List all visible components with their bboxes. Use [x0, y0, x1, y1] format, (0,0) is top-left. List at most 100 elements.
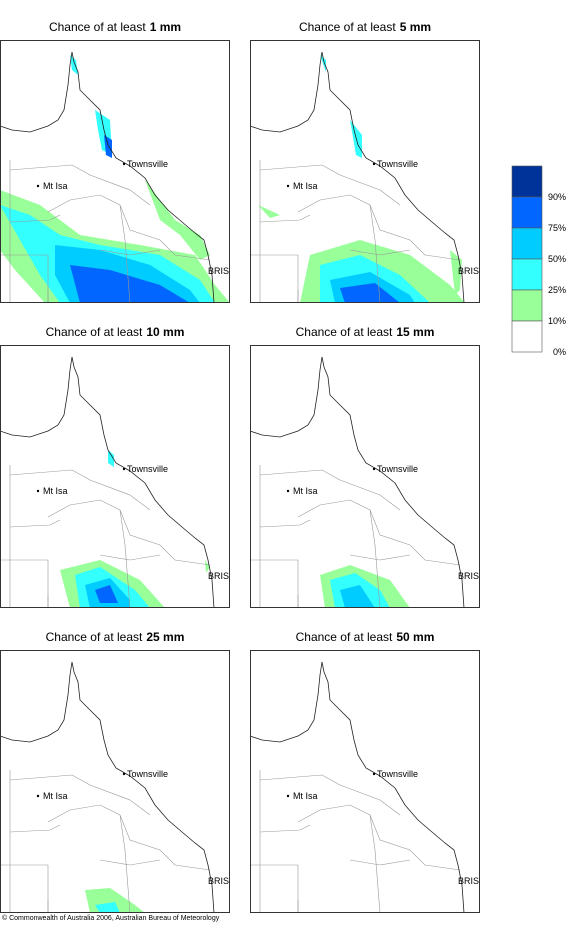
- panel-title: Chance of at least 50 mm: [296, 630, 435, 644]
- state-border: [99, 554, 161, 561]
- legend-label: 25%: [548, 285, 566, 295]
- state-border: [0, 254, 49, 303]
- map-bg: [0, 650, 230, 913]
- state-border: [47, 804, 211, 871]
- title-prefix: Chance of at least: [296, 630, 393, 644]
- map-frame: [0, 40, 230, 303]
- legend-swatch: [511, 258, 543, 291]
- title-prefix: Chance of at least: [46, 325, 143, 339]
- state-border: [349, 554, 411, 561]
- place-dot: [372, 162, 376, 166]
- place-label: Townsville: [377, 464, 418, 474]
- title-prefix: Chance of at least: [296, 325, 393, 339]
- panel-title: Chance of at least 10 mm: [46, 325, 185, 339]
- place-label: Mt Isa: [293, 486, 318, 496]
- state-border: [0, 864, 49, 913]
- state-border: [297, 194, 461, 261]
- title-prefix: Chance of at least: [299, 20, 396, 34]
- state-border: [349, 859, 411, 866]
- place-dot: [122, 772, 126, 776]
- rain-area: [104, 135, 112, 158]
- coastline: [71, 661, 215, 914]
- state-border: [9, 774, 151, 816]
- legend-label: 50%: [548, 254, 566, 264]
- panel-title: Chance of at least 1 mm: [49, 20, 181, 34]
- title-amount: 25 mm: [146, 630, 184, 644]
- rain-area: [320, 55, 326, 72]
- rain-area: [108, 450, 114, 467]
- state-border: [349, 249, 411, 256]
- rain-area: [70, 55, 78, 75]
- place-label: Mt Isa: [43, 791, 68, 801]
- place-label: Townsville: [127, 159, 168, 169]
- coastline: [321, 356, 465, 609]
- map-panel: Townsville Mt Isa BRIS: [0, 40, 230, 304]
- rain-area: [70, 265, 190, 303]
- map-panel: Townsville Mt Isa BRIS: [0, 650, 230, 914]
- legend-label: 0%: [553, 347, 566, 357]
- legend-label: 10%: [548, 316, 566, 326]
- state-border: [47, 194, 211, 261]
- coastline: [249, 661, 323, 743]
- place-label: BRIS: [458, 571, 479, 581]
- rain-area: [340, 283, 400, 303]
- map-bg: [250, 345, 480, 608]
- place-label: Mt Isa: [293, 791, 318, 801]
- state-border: [47, 499, 211, 566]
- coastline: [0, 661, 73, 743]
- map-panel: Townsville Mt Isa BRIS: [249, 650, 480, 914]
- legend-swatch: [511, 227, 543, 260]
- legend-label: 90%: [548, 192, 566, 202]
- coastline: [71, 356, 215, 609]
- title-prefix: Chance of at least: [49, 20, 146, 34]
- place-dot: [122, 162, 126, 166]
- coastline: [71, 51, 215, 304]
- map-panel: Townsville Mt Isa BRIS: [249, 40, 480, 304]
- state-border: [297, 499, 461, 566]
- panel-title: Chance of at least 25 mm: [46, 630, 185, 644]
- title-amount: 1 mm: [150, 20, 181, 34]
- state-border: [250, 559, 299, 608]
- state-border: [99, 249, 161, 256]
- panel-title: Chance of at least 5 mm: [299, 20, 431, 34]
- state-border: [9, 164, 151, 206]
- place-dot: [372, 772, 376, 776]
- place-label: BRIS: [208, 876, 229, 886]
- state-border: [99, 859, 161, 866]
- map-frame: [250, 650, 480, 913]
- map-panel: Townsville Mt Isa BRIS: [0, 345, 230, 609]
- title-prefix: Chance of at least: [46, 630, 143, 644]
- legend-swatch: [511, 289, 543, 322]
- place-label: BRIS: [458, 876, 479, 886]
- state-border: [259, 774, 401, 816]
- coastline: [0, 356, 73, 438]
- state-border: [250, 864, 299, 913]
- map-frame: [0, 650, 230, 913]
- map-frame: [250, 40, 480, 303]
- place-dot: [122, 467, 126, 471]
- legend-swatch: [511, 320, 543, 353]
- rain-area: [95, 585, 118, 603]
- place-label: Mt Isa: [293, 181, 318, 191]
- map-bg: [0, 345, 230, 608]
- map-frame: [250, 345, 480, 608]
- state-border: [9, 519, 61, 528]
- place-label: Townsville: [127, 464, 168, 474]
- legend-label: 75%: [548, 223, 566, 233]
- panel-title: Chance of at least 15 mm: [296, 325, 435, 339]
- place-dot: [36, 794, 40, 798]
- rain-area: [340, 585, 375, 608]
- state-border: [119, 814, 131, 914]
- place-label: Townsville: [127, 769, 168, 779]
- copyright: © Commonwealth of Australia 2006, Austra…: [2, 914, 220, 922]
- place-label: BRIS: [208, 266, 229, 276]
- state-border: [369, 509, 381, 609]
- rain-area: [95, 902, 120, 913]
- rain-area: [258, 205, 465, 303]
- place-label: Mt Isa: [43, 181, 68, 191]
- state-border: [119, 204, 131, 304]
- legend-swatch: [511, 196, 543, 229]
- title-amount: 15 mm: [396, 325, 434, 339]
- state-border: [119, 509, 131, 609]
